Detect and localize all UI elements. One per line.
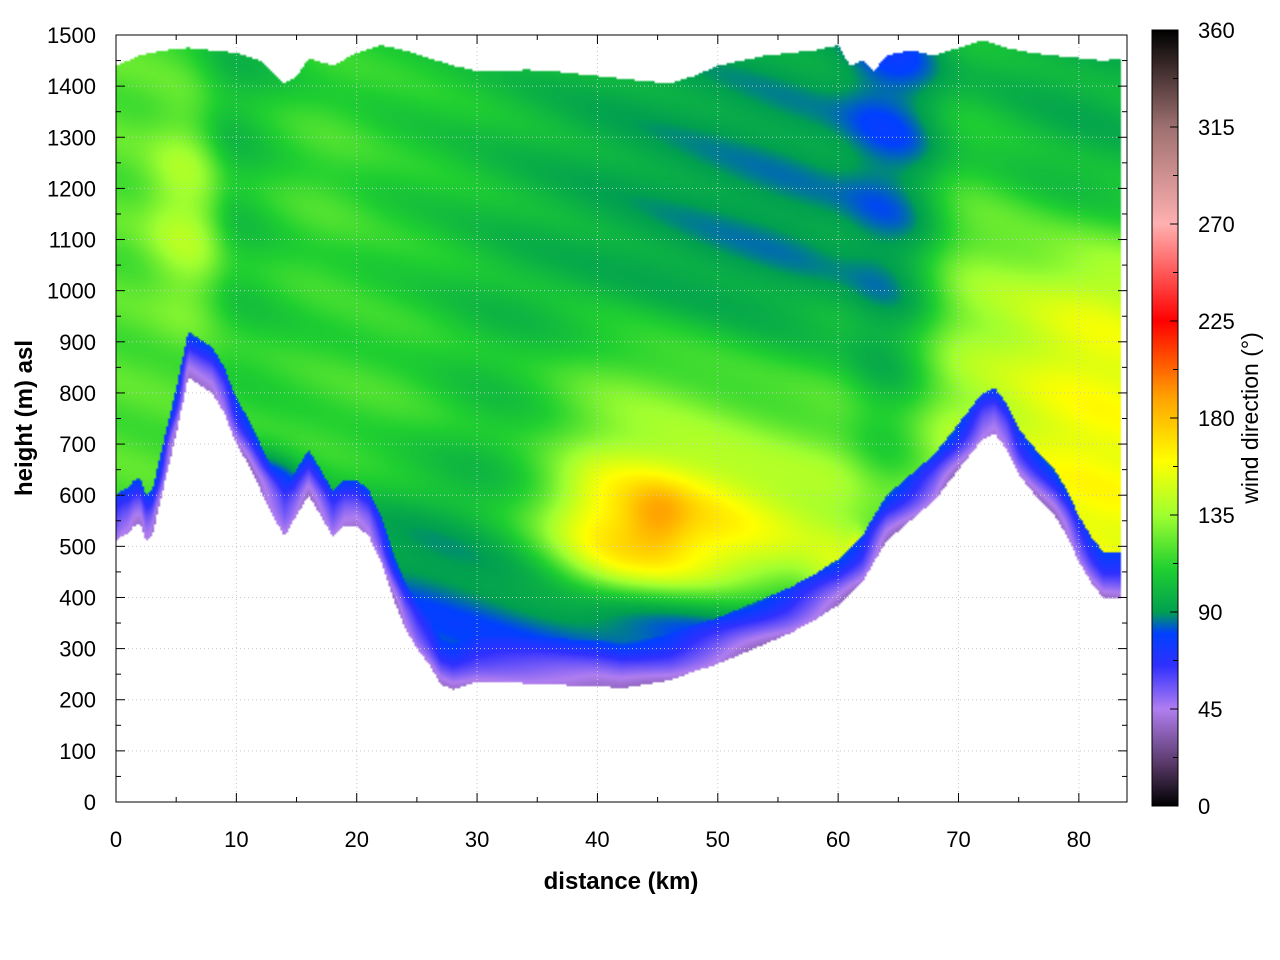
colorbar-title: wind direction (°): [1237, 332, 1263, 505]
x-tick-label: 60: [826, 827, 850, 852]
colorbar-tick-label: 315: [1198, 115, 1235, 140]
colorbar-tick-label: 45: [1198, 697, 1222, 722]
y-tick-label: 0: [84, 790, 96, 815]
y-tick-label: 200: [59, 688, 96, 713]
x-tick-label: 30: [465, 827, 489, 852]
y-tick-label: 1000: [47, 279, 96, 304]
x-tick-label: 0: [110, 827, 122, 852]
colorbar-tick-label: 270: [1198, 212, 1235, 237]
colorbar-tick-label: 360: [1198, 18, 1235, 43]
y-axis: 0 100 200 300 400 500 600 700 800 900 1000 1100 1200…: [47, 23, 1127, 815]
y-tick-label: 100: [59, 739, 96, 764]
y-tick-label: 800: [59, 381, 96, 406]
x-axis-title: distance (km): [544, 868, 699, 895]
y-tick-label: 700: [59, 432, 96, 457]
y-axis-title: height (m) asl: [11, 340, 38, 496]
y-tick-label: 1400: [47, 74, 96, 99]
x-tick-label: 80: [1067, 827, 1091, 852]
y-tick-label: 1100: [49, 228, 96, 253]
y-tick-label: 900: [59, 330, 96, 355]
colorbar-tick-label: 180: [1198, 406, 1235, 431]
x-tick-label: 40: [585, 827, 609, 852]
y-tick-label: 1300: [47, 125, 96, 150]
x-tick-label: 50: [706, 827, 730, 852]
x-tick-label: 20: [344, 827, 368, 852]
colorbar-tick-label: 90: [1198, 600, 1222, 625]
y-tick-label: 400: [59, 585, 96, 610]
x-tick-label: 10: [224, 827, 248, 852]
heatmap-field: [116, 35, 1127, 802]
y-tick-label: 300: [59, 637, 96, 662]
x-tick-label: 70: [946, 827, 970, 852]
y-tick-label: 1200: [47, 176, 96, 201]
y-tick-label: 600: [59, 483, 96, 508]
y-tick-label: 500: [59, 534, 96, 559]
y-tick-label: 1500: [47, 23, 96, 48]
x-axis: 0 10 20 30 40 50 60 70 80: [110, 35, 1091, 852]
colorbar-tick-label: 0: [1198, 794, 1210, 819]
colorbar-tick-label: 135: [1198, 503, 1235, 528]
colorbar-tick-label: 225: [1198, 309, 1235, 334]
colorbar-axis: 0 45 90 135 180 225 270 315 360: [1170, 18, 1235, 819]
